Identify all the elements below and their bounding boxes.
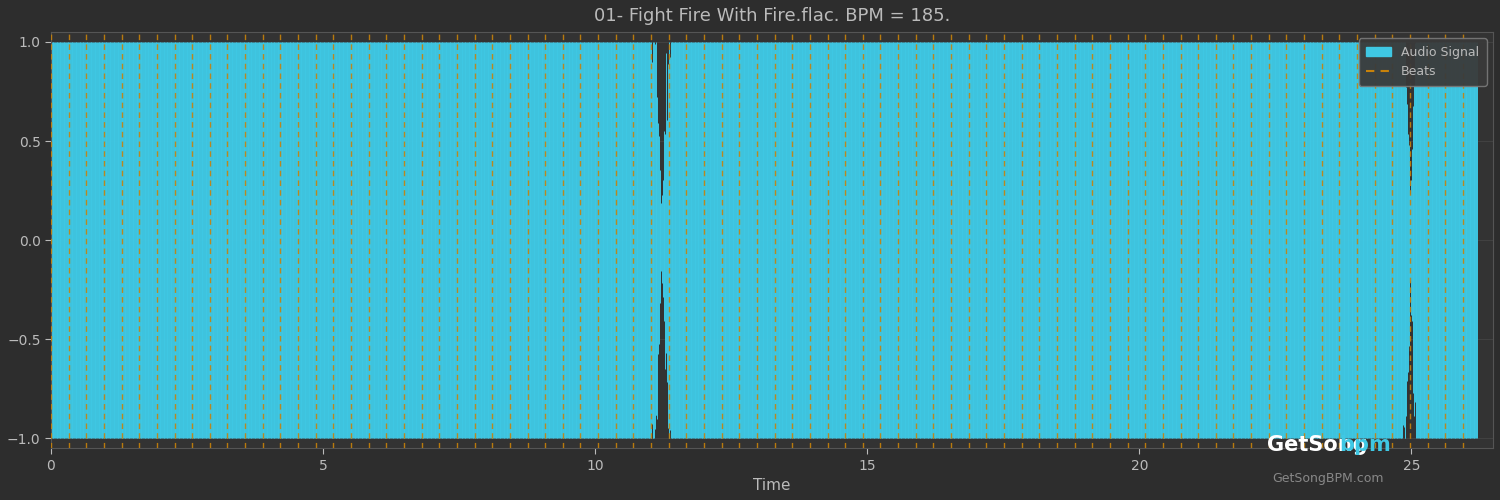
Text: bpm: bpm bbox=[1340, 435, 1392, 455]
X-axis label: Time: Time bbox=[753, 478, 790, 493]
Legend: Audio Signal, Beats: Audio Signal, Beats bbox=[1359, 38, 1486, 86]
Title: 01- Fight Fire With Fire.flac. BPM = 185.: 01- Fight Fire With Fire.flac. BPM = 185… bbox=[594, 7, 950, 25]
Text: GetSongBPM.com: GetSongBPM.com bbox=[1272, 472, 1383, 485]
Text: GetSong: GetSong bbox=[1268, 435, 1368, 455]
